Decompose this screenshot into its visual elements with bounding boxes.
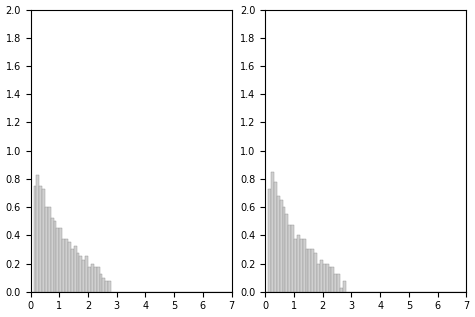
Bar <box>340 288 343 292</box>
Bar <box>45 207 48 292</box>
Bar <box>54 221 57 292</box>
Bar <box>274 182 277 292</box>
Bar <box>308 249 311 292</box>
Bar <box>65 239 68 292</box>
Bar <box>277 197 280 292</box>
Bar <box>85 256 88 292</box>
Bar <box>283 207 285 292</box>
Bar <box>280 200 283 292</box>
Bar <box>271 172 274 292</box>
Bar <box>37 175 39 292</box>
Bar <box>59 228 62 292</box>
Bar <box>305 249 308 292</box>
Bar <box>51 218 54 292</box>
Bar <box>68 242 71 292</box>
Bar <box>82 260 85 292</box>
Bar <box>268 190 271 292</box>
Bar <box>88 267 91 292</box>
Bar <box>108 281 111 292</box>
Bar <box>71 249 74 292</box>
Bar <box>323 263 326 292</box>
Bar <box>42 190 45 292</box>
Bar <box>326 263 329 292</box>
Bar <box>62 239 65 292</box>
Bar <box>76 253 79 292</box>
Bar <box>297 235 300 292</box>
Bar <box>294 239 297 292</box>
Bar <box>288 225 291 292</box>
Bar <box>97 267 100 292</box>
Bar <box>329 267 332 292</box>
Bar <box>39 186 42 292</box>
Bar <box>343 281 346 292</box>
Bar <box>300 239 303 292</box>
Bar <box>332 267 334 292</box>
Bar <box>105 281 108 292</box>
Bar <box>57 228 59 292</box>
Bar <box>91 263 94 292</box>
Bar <box>34 186 37 292</box>
Bar <box>291 225 294 292</box>
Bar <box>334 274 337 292</box>
Bar <box>79 256 82 292</box>
Bar <box>317 263 320 292</box>
Bar <box>74 246 76 292</box>
Bar <box>94 267 97 292</box>
Bar <box>320 260 323 292</box>
Bar <box>48 207 51 292</box>
Bar <box>285 214 288 292</box>
Bar <box>100 274 103 292</box>
Bar <box>303 239 305 292</box>
Bar <box>337 274 340 292</box>
Bar <box>311 249 314 292</box>
Bar <box>314 253 317 292</box>
Bar <box>103 278 105 292</box>
